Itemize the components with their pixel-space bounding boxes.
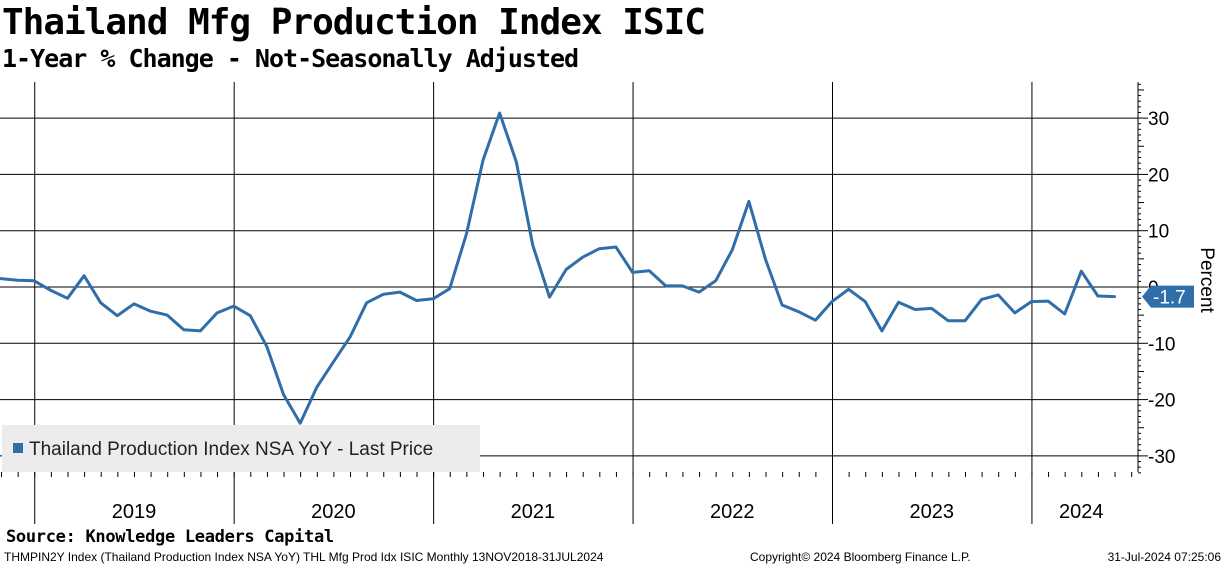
x-year-label: 2019 — [112, 501, 157, 523]
legend-swatch — [13, 443, 23, 453]
y-axis-label: Percent — [1196, 247, 1217, 313]
x-year-label: 2020 — [311, 501, 356, 523]
legend-label: Thailand Production Index NSA YoY - Last… — [29, 439, 433, 460]
x-year-label: 2021 — [511, 501, 556, 523]
x-year-label: 2023 — [909, 501, 954, 523]
footer-timestamp: 31-Jul-2024 07:25:06 — [1107, 550, 1221, 564]
chart-subtitle: 1-Year % Change - Not-Seasonally Adjuste… — [2, 44, 579, 73]
y-tick-label: -30 — [1148, 447, 1175, 468]
footer-ticker-info: THMPIN2Y Index (Thailand Production Inde… — [4, 550, 604, 564]
x-year-label: 2022 — [710, 501, 755, 523]
y-tick-label: 10 — [1148, 222, 1169, 243]
y-tick-label: 20 — [1148, 165, 1169, 186]
series-layer — [0, 111, 1116, 425]
source-note: Source: Knowledge Leaders Capital — [6, 527, 334, 547]
y-tick-label: 30 — [1148, 109, 1169, 130]
chart-title: Thailand Mfg Production Index ISIC — [2, 2, 706, 43]
x-year-label: 2024 — [1059, 501, 1104, 523]
last-value-badge: -1.7 — [1142, 285, 1194, 309]
legend-background — [2, 425, 480, 472]
legend: Thailand Production Index NSA YoY - Last… — [2, 425, 480, 472]
y-tick-label: -20 — [1148, 391, 1175, 412]
footer-copyright: Copyright© 2024 Bloomberg Finance L.P. — [750, 550, 971, 564]
series-line — [0, 111, 1116, 425]
last-value-badge-shape — [1142, 285, 1194, 308]
y-tick-label: -10 — [1148, 334, 1175, 355]
last-value-badge-label: -1.7 — [1153, 288, 1186, 309]
